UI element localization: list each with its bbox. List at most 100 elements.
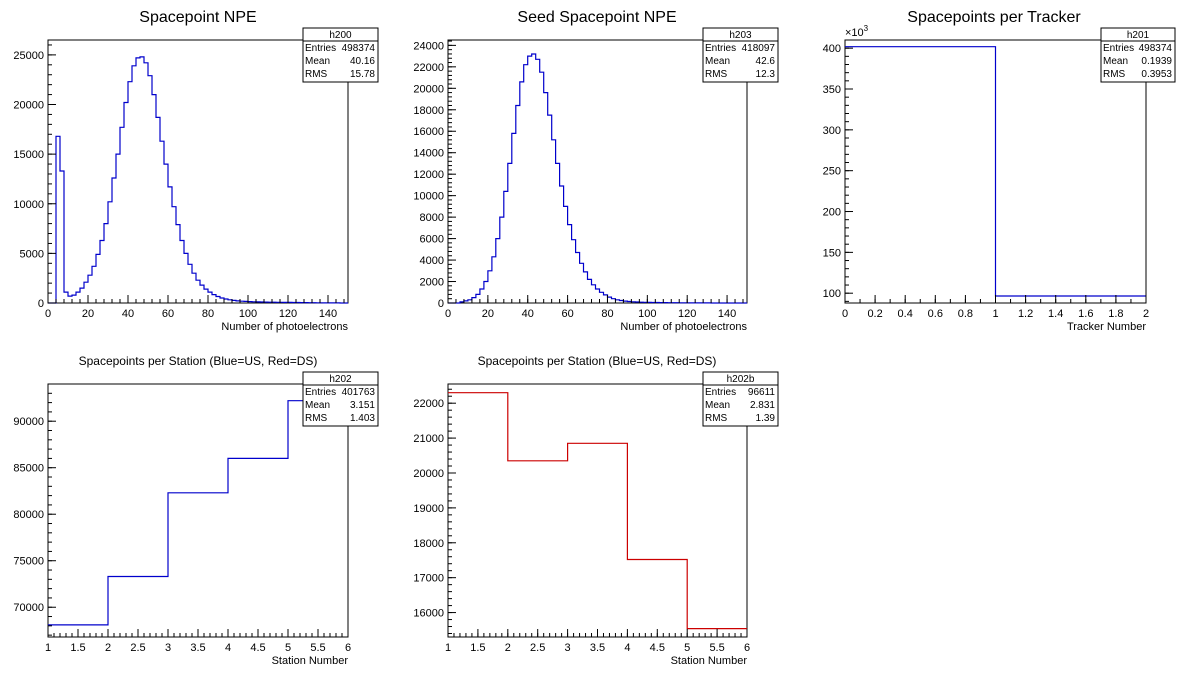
y-tick-label: 15000 xyxy=(13,149,44,161)
stats-box: h200 Entries 498374 Mean 40.16 RMS 15.78 xyxy=(302,27,379,83)
x-tick-label: 120 xyxy=(279,308,297,320)
y-tick-label: 6000 xyxy=(420,234,444,246)
stats-box-frame xyxy=(702,371,779,427)
stats-box: h202b Entries 96611 Mean 2.831 RMS 1.39 xyxy=(702,371,779,427)
stats-box: h201 Entries 498374 Mean 0.1939 RMS 0.3953 xyxy=(1100,27,1176,83)
x-tick-label: 80 xyxy=(202,308,214,320)
x-tick-label: 60 xyxy=(162,308,174,320)
stats-name: h202b xyxy=(727,374,755,385)
stats-rms-value: 0.3953 xyxy=(1141,69,1172,80)
stats-mean-value: 3.151 xyxy=(350,400,375,411)
y-exponent-label: ×103 xyxy=(845,24,869,39)
stats-entries-label: Entries xyxy=(1103,43,1134,54)
x-tick-label: 120 xyxy=(678,308,696,320)
x-tick-label: 2.5 xyxy=(130,642,145,654)
y-tick-label: 70000 xyxy=(13,602,44,614)
x-tick-label: 3.5 xyxy=(590,642,605,654)
stats-entries-label: Entries xyxy=(705,387,736,398)
chart-title: Spacepoints per Station (Blue=US, Red=DS… xyxy=(79,354,318,368)
x-tick-label: 1.2 xyxy=(1018,308,1033,320)
stats-name: h201 xyxy=(1127,30,1150,41)
panel-spacepoint-npe: Spacepoint NPE 0 20 40 60 80 100 120 140 0 5000 100… xyxy=(13,9,379,333)
panel-spacepoints-per-tracker: Spacepoints per Tracker 0 0.2 0.4 0.6 0.8 1 1.2… xyxy=(823,9,1176,333)
stats-entries-value: 418097 xyxy=(742,43,776,54)
y-tick-label: 14000 xyxy=(413,148,444,160)
plot-frame xyxy=(447,39,748,304)
x-tick-label: 100 xyxy=(239,308,257,320)
x-tick-label: 6 xyxy=(345,642,351,654)
x-tick-label: 1.8 xyxy=(1108,308,1123,320)
chart-title: Spacepoints per Tracker xyxy=(907,9,1081,26)
x-tick-label: 1.6 xyxy=(1078,308,1093,320)
stats-name: h203 xyxy=(729,30,752,41)
plot-frame xyxy=(47,39,349,304)
y-tick-label: 19000 xyxy=(413,503,444,515)
stats-entries-label: Entries xyxy=(305,43,336,54)
stats-rms-label: RMS xyxy=(305,413,328,424)
x-tick-label: 140 xyxy=(319,308,337,320)
y-tick-label: 24000 xyxy=(413,40,444,52)
plot-frame xyxy=(447,383,748,638)
y-tick-label: 10000 xyxy=(13,199,44,211)
x-axis-label: Station Number xyxy=(272,655,349,667)
y-tick-label: 200 xyxy=(823,207,841,219)
chart-title: Spacepoints per Station (Blue=US, Red=DS… xyxy=(478,354,717,368)
stats-entries-label: Entries xyxy=(705,43,736,54)
x-tick-label: 2 xyxy=(505,642,511,654)
stats-mean-value: 0.1939 xyxy=(1141,56,1172,67)
stats-box-frame xyxy=(302,27,379,83)
x-tick-label: 4 xyxy=(624,642,630,654)
x-tick-label: 0 xyxy=(842,308,848,320)
stats-mean-label: Mean xyxy=(1103,56,1128,67)
y-tick-label: 150 xyxy=(823,247,841,259)
stats-mean-label: Mean xyxy=(305,56,330,67)
y-tick-label: 75000 xyxy=(13,556,44,568)
panel-spacepoints-per-station-ds: Spacepoints per Station (Blue=US, Red=DS… xyxy=(413,354,779,667)
y-tick-label: 80000 xyxy=(13,509,44,521)
stats-rms-value: 15.78 xyxy=(350,69,375,80)
x-tick-label: 5.5 xyxy=(310,642,325,654)
y-tick-label: 0 xyxy=(438,298,444,310)
stats-rms-label: RMS xyxy=(1103,69,1126,80)
y-tick-label: 10000 xyxy=(413,191,444,203)
x-tick-label: 1 xyxy=(992,308,998,320)
y-tick-label: 300 xyxy=(823,125,841,137)
y-tick-label: 250 xyxy=(823,166,841,178)
x-axis-label: Tracker Number xyxy=(1067,321,1146,333)
x-tick-label: 0.6 xyxy=(928,308,943,320)
y-tick-label: 90000 xyxy=(13,416,44,428)
stats-box-frame xyxy=(302,371,379,427)
histogram-line xyxy=(845,46,1146,297)
y-tick-label: 22000 xyxy=(413,398,444,410)
stats-mean-value: 42.6 xyxy=(756,56,776,67)
stats-rms-value: 1.39 xyxy=(756,413,776,424)
y-tick-label: 25000 xyxy=(13,50,44,62)
x-tick-label: 20 xyxy=(482,308,494,320)
x-tick-label: 40 xyxy=(522,308,534,320)
stats-entries-label: Entries xyxy=(305,387,336,398)
x-tick-label: 2.5 xyxy=(530,642,545,654)
x-tick-label: 60 xyxy=(561,308,573,320)
chart-title: Seed Spacepoint NPE xyxy=(517,9,676,26)
x-tick-label: 6 xyxy=(744,642,750,654)
stats-name: h200 xyxy=(329,30,352,41)
y-tick-label: 18000 xyxy=(413,538,444,550)
y-tick-label: 350 xyxy=(823,84,841,96)
x-tick-label: 5.5 xyxy=(709,642,724,654)
stats-mean-value: 2.831 xyxy=(750,400,775,411)
y-tick-label: 20000 xyxy=(13,100,44,112)
y-tick-label: 400 xyxy=(823,43,841,55)
x-tick-label: 0.4 xyxy=(898,308,913,320)
y-tick-label: 5000 xyxy=(20,248,44,260)
x-tick-label: 3.5 xyxy=(190,642,205,654)
panel-spacepoints-per-station-us: Spacepoints per Station (Blue=US, Red=DS… xyxy=(13,354,379,667)
histogram-line xyxy=(448,53,747,304)
x-tick-label: 5 xyxy=(684,642,690,654)
histogram-line xyxy=(48,56,348,304)
y-tick-label: 18000 xyxy=(413,105,444,117)
y-tick-label: 16000 xyxy=(413,126,444,138)
panel-seed-spacepoint-npe: Seed Spacepoint NPE 0 20 40 60 80 100 120 140 0 20… xyxy=(413,9,779,333)
stats-box-frame xyxy=(702,27,779,83)
x-tick-label: 140 xyxy=(718,308,736,320)
